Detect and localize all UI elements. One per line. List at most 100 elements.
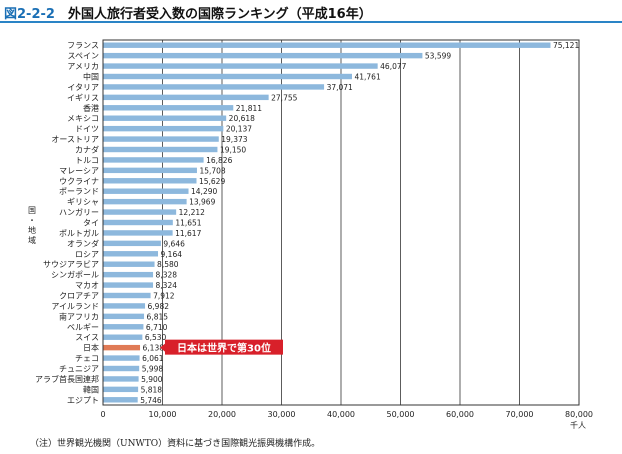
- x-tick-label: 80,000: [565, 410, 593, 419]
- bar: [103, 313, 145, 320]
- data-label: 9,164: [161, 250, 183, 259]
- y-tick-label: フランス: [67, 41, 99, 50]
- x-tick-label: 40,000: [327, 410, 355, 419]
- bar: [103, 292, 151, 299]
- bar: [103, 125, 224, 132]
- data-label: 8,580: [157, 260, 179, 269]
- bar: [103, 136, 219, 142]
- bar: [103, 282, 154, 288]
- bar: [103, 115, 227, 121]
- x-tick-label: 30,000: [268, 410, 296, 419]
- data-label: 20,137: [226, 125, 252, 134]
- data-label: 6,710: [146, 323, 168, 332]
- x-tick-label: 70,000: [506, 410, 534, 419]
- bar: [103, 344, 141, 351]
- bar: [103, 251, 159, 257]
- y-tick-label: オランダ: [67, 238, 99, 248]
- callout-pointer: [160, 343, 165, 352]
- y-tick-label: マレーシア: [59, 166, 99, 175]
- y-tick-label: シンガポール: [51, 270, 99, 280]
- y-tick-label: ハンガリー: [59, 207, 99, 217]
- y-tick-label: チェコ: [75, 354, 99, 363]
- y-tick-label: オーストリア: [51, 135, 99, 144]
- y-tick-label: 中国: [83, 72, 99, 82]
- x-tick-label: 0: [100, 410, 105, 419]
- y-tick-label: ポルトガル: [59, 228, 99, 238]
- figure-title: 外国人旅行者受入数の国際ランキング（平成16年）: [68, 7, 372, 22]
- bar: [103, 63, 378, 69]
- y-tick-label: アラブ首長国連邦: [35, 374, 99, 384]
- bar: [103, 178, 197, 184]
- y-tick-label: 韓国: [83, 384, 99, 394]
- bar: [103, 376, 139, 382]
- y-tick-label: 南アフリカ: [59, 311, 99, 321]
- data-label: 6,982: [148, 302, 170, 311]
- data-label: 46,077: [380, 62, 406, 71]
- x-tick-label: 60,000: [446, 410, 474, 419]
- data-label: 7,912: [153, 292, 175, 301]
- data-label: 21,811: [236, 104, 262, 113]
- bar: [103, 386, 139, 393]
- data-label: 15,708: [199, 166, 225, 175]
- y-tick-label: エジプト: [67, 396, 99, 405]
- data-label: 75,121: [553, 41, 579, 50]
- y-tick-label: マカオ: [75, 281, 99, 290]
- data-label: 12,212: [179, 208, 205, 217]
- bar: [103, 209, 177, 215]
- figure-header: 図2-2-2 外国人旅行者受入数の国際ランキング（平成16年）: [0, 0, 622, 24]
- bar: [103, 355, 140, 361]
- y-axis-label: 国・地域: [28, 206, 36, 245]
- data-label: 5,998: [142, 365, 164, 374]
- bar: [103, 84, 325, 90]
- y-tick-label: ポーランド: [59, 187, 99, 196]
- data-label: 19,373: [221, 135, 247, 144]
- y-tick-label: ベルギー: [67, 323, 99, 332]
- data-label: 5,746: [140, 396, 162, 405]
- bar: [103, 157, 204, 163]
- data-label: 8,328: [156, 271, 178, 280]
- y-tick-label: クロアチア: [59, 292, 99, 301]
- bar: [103, 94, 269, 101]
- data-label: 53,599: [425, 52, 451, 61]
- bar: [103, 219, 173, 226]
- y-tick-label: イギリス: [67, 93, 99, 102]
- source-note: （注）世界観光機関（UNWTO）資料に基づき国際観光振興機構作成。: [30, 439, 321, 449]
- bar: [103, 240, 161, 247]
- x-axis-unit: 千人: [570, 421, 586, 430]
- data-label: 6,530: [145, 333, 167, 342]
- bar: [103, 105, 234, 111]
- data-label: 9,646: [163, 239, 185, 248]
- y-tick-label: スイス: [75, 333, 99, 342]
- y-tick-label: サウジアラビア: [43, 260, 99, 269]
- y-tick-label: イタリア: [67, 83, 99, 92]
- data-label: 37,071: [327, 83, 353, 92]
- x-tick-label: 20,000: [208, 410, 236, 419]
- bar: [103, 73, 352, 80]
- y-tick-label: ギリシャ: [67, 198, 99, 207]
- bar: [103, 334, 143, 340]
- y-tick-label: カナダ: [75, 145, 99, 155]
- data-label: 14,290: [191, 187, 217, 196]
- bar: [103, 188, 189, 194]
- y-tick-label: ドイツ: [75, 125, 99, 134]
- data-label: 8,324: [156, 281, 178, 290]
- data-label: 6,815: [147, 312, 169, 321]
- y-tick-label: チュニジア: [59, 365, 99, 374]
- bar-chart: 0 10,000 20,000 30,000 40,000 50,000 60,000 70,…: [35, 39, 593, 419]
- bar: [103, 230, 173, 236]
- bar: [103, 52, 423, 59]
- figure-number: 図2-2-2: [4, 7, 55, 22]
- data-label: 15,629: [199, 177, 225, 186]
- data-label: 5,818: [141, 385, 163, 394]
- data-label: 5,900: [141, 375, 163, 384]
- bar: [103, 324, 144, 330]
- data-label: 6,061: [142, 354, 164, 363]
- data-label: 41,761: [354, 73, 380, 82]
- bar: [103, 146, 218, 153]
- bar: [103, 198, 187, 205]
- y-tick-label: 日本: [83, 343, 99, 353]
- data-label: 16,826: [206, 156, 232, 165]
- data-label: 6,138: [143, 344, 165, 353]
- bar: [103, 261, 155, 267]
- y-tick-label: トルコ: [75, 156, 99, 165]
